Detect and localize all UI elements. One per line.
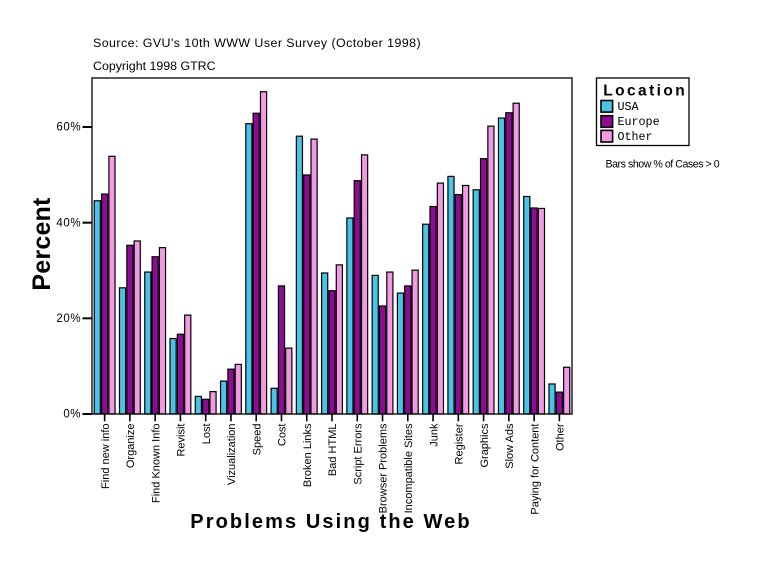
svg-text:40%: 40% bbox=[56, 217, 81, 229]
svg-text:Find Known Info: Find Known Info bbox=[150, 424, 162, 504]
svg-text:Find new info: Find new info bbox=[100, 424, 112, 489]
svg-text:Bad HTML: Bad HTML bbox=[327, 424, 339, 477]
svg-text:Browser Problems: Browser Problems bbox=[378, 423, 390, 513]
svg-text:Register: Register bbox=[454, 423, 466, 464]
svg-text:Cost: Cost bbox=[277, 424, 289, 447]
svg-text:Vizualization: Vizualization bbox=[226, 424, 238, 486]
svg-text:Europe: Europe bbox=[618, 115, 660, 129]
svg-text:0%: 0% bbox=[63, 409, 81, 421]
svg-text:Graphics: Graphics bbox=[479, 423, 491, 468]
svg-text:20%: 20% bbox=[56, 313, 81, 325]
svg-text:Copyright 1998 GTRC: Copyright 1998 GTRC bbox=[93, 59, 216, 73]
svg-text:Revisit: Revisit bbox=[176, 424, 188, 457]
svg-text:Location: Location bbox=[603, 82, 687, 99]
svg-text:Other: Other bbox=[555, 423, 567, 451]
svg-text:Speed: Speed bbox=[251, 424, 263, 456]
svg-text:Organize: Organize bbox=[125, 424, 137, 469]
svg-text:60%: 60% bbox=[56, 122, 81, 134]
svg-text:Bars show % of Cases > 0: Bars show % of Cases > 0 bbox=[606, 159, 720, 171]
svg-text:Incompatible Sites: Incompatible Sites bbox=[403, 423, 415, 513]
svg-text:Source: GVU's 10th WWW User Su: Source: GVU's 10th WWW User Survey (Octo… bbox=[93, 36, 421, 50]
svg-text:Percent: Percent bbox=[28, 197, 56, 291]
svg-text:Other: Other bbox=[618, 130, 653, 144]
svg-text:USA: USA bbox=[618, 100, 640, 114]
svg-text:Paying for Content: Paying for Content bbox=[529, 424, 541, 515]
svg-text:Slow Ads: Slow Ads bbox=[504, 423, 516, 469]
svg-text:Script Errors: Script Errors bbox=[352, 423, 364, 485]
svg-text:Problems Using the Web: Problems Using the Web bbox=[190, 511, 471, 533]
svg-text:Broken Links: Broken Links bbox=[302, 423, 314, 487]
svg-text:Junk: Junk bbox=[428, 423, 440, 447]
svg-text:Lost: Lost bbox=[201, 424, 213, 445]
